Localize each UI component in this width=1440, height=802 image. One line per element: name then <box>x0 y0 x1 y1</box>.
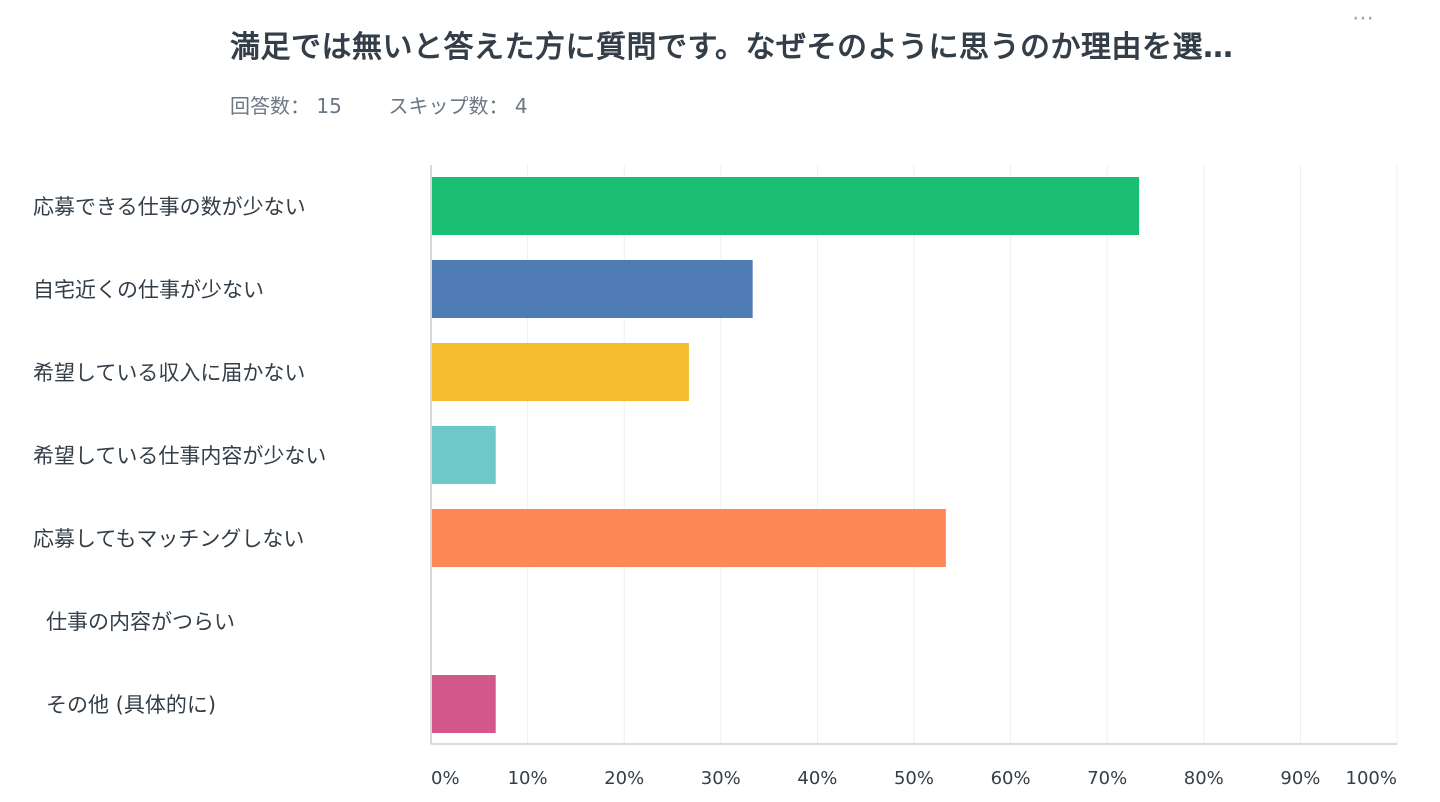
skips-count: 4 <box>514 94 528 118</box>
x-tick-label: 30% <box>701 768 741 789</box>
x-tick-label: 60% <box>991 768 1031 789</box>
x-tick-label: 70% <box>1087 768 1127 789</box>
category-label: 希望している収入に届かない <box>33 361 305 385</box>
response-summary: 回答数： 15 スキップ数： 4 <box>230 90 528 119</box>
category-label: 希望している仕事内容が少ない <box>33 444 326 468</box>
category-label: 自宅近くの仕事が少ない <box>33 278 264 302</box>
answers-count: 15 <box>316 94 342 118</box>
skips-label: スキップ数： <box>388 94 509 118</box>
x-tick-label: 100% <box>1346 768 1397 789</box>
category-label: 仕事の内容がつらい <box>46 610 235 634</box>
more-options-icon[interactable]: ⋯ <box>1352 6 1375 31</box>
x-tick-label: 90% <box>1280 768 1320 789</box>
x-tick-label: 10% <box>508 768 548 789</box>
answers-label: 回答数： <box>230 94 310 118</box>
x-tick-label: 40% <box>797 768 837 789</box>
category-label: 応募してもマッチングしない <box>33 527 304 551</box>
category-label: その他 (具体的に) <box>46 693 216 717</box>
question-title: 満足では無いと答えた方に質問です。なぜそのように思うのか理由を選… <box>230 30 1234 65</box>
x-tick-label: 50% <box>894 768 934 789</box>
bar[interactable] <box>432 260 753 318</box>
x-tick-label: 0% <box>431 768 460 789</box>
bar[interactable] <box>432 343 689 401</box>
x-tick-label: 20% <box>604 768 644 789</box>
bar[interactable] <box>432 675 496 733</box>
bar[interactable] <box>432 426 496 484</box>
bar[interactable] <box>432 177 1140 235</box>
category-label: 応募できる仕事の数が少ない <box>33 195 306 219</box>
x-tick-label: 80% <box>1184 768 1224 789</box>
bar[interactable] <box>432 509 946 567</box>
